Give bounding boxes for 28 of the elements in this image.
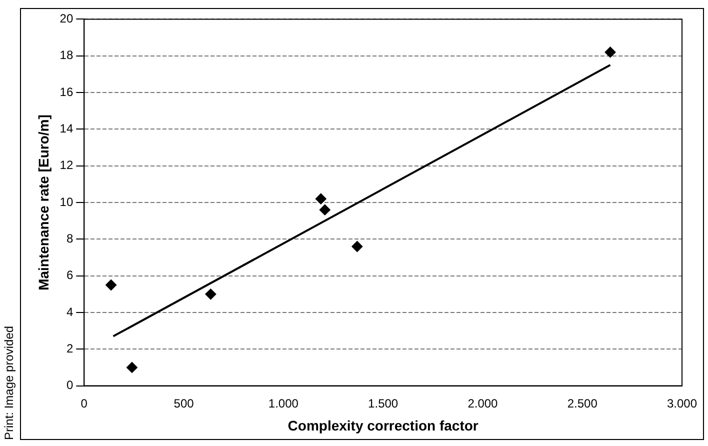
- x-tick-label: 1.500: [368, 396, 398, 410]
- point: [315, 193, 326, 204]
- point: [352, 240, 363, 252]
- y-tick-label: 10: [60, 194, 74, 209]
- point: [126, 362, 138, 373]
- y-tick-label: 14: [60, 121, 74, 136]
- y-tick-label: 4: [66, 304, 74, 319]
- x-tick-label: 2.000: [468, 396, 498, 410]
- point: [205, 288, 216, 300]
- x-tick-label: 3.000: [666, 396, 698, 410]
- y-tick-label: 16: [60, 84, 74, 99]
- x-axis-title: Complexity correction factor: [288, 417, 479, 434]
- y-tick-label: 18: [60, 48, 74, 62]
- x-tick-label: 2.500: [567, 396, 598, 410]
- y-tick-label: 6: [66, 268, 74, 282]
- point: [106, 279, 117, 290]
- point: [319, 204, 330, 216]
- y-tick-label: 12: [60, 158, 74, 172]
- text: Print: Image provided: [2, 326, 16, 440]
- y-axis-title: Maintenance rate [Euro/m]: [35, 114, 52, 290]
- x-tick-label: 1.000: [268, 396, 299, 410]
- x-tick-label: 0: [80, 396, 88, 410]
- y-tick-label: 2: [66, 341, 74, 356]
- y-tick-label: 20: [60, 12, 74, 26]
- point: [604, 46, 616, 58]
- y-tick-label: 0: [66, 378, 74, 392]
- x-tick-label: 500: [174, 396, 194, 410]
- y-tick-label: 8: [66, 231, 74, 246]
